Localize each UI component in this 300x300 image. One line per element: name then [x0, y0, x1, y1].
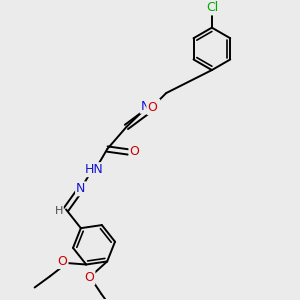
Text: H: H — [55, 206, 63, 216]
Text: N: N — [76, 182, 86, 195]
Text: O: O — [58, 255, 68, 268]
Text: O: O — [129, 146, 139, 158]
Text: O: O — [147, 101, 157, 114]
Text: NH: NH — [141, 100, 159, 113]
Text: O: O — [85, 271, 94, 284]
Text: HN: HN — [85, 163, 104, 176]
Text: Cl: Cl — [206, 2, 218, 14]
